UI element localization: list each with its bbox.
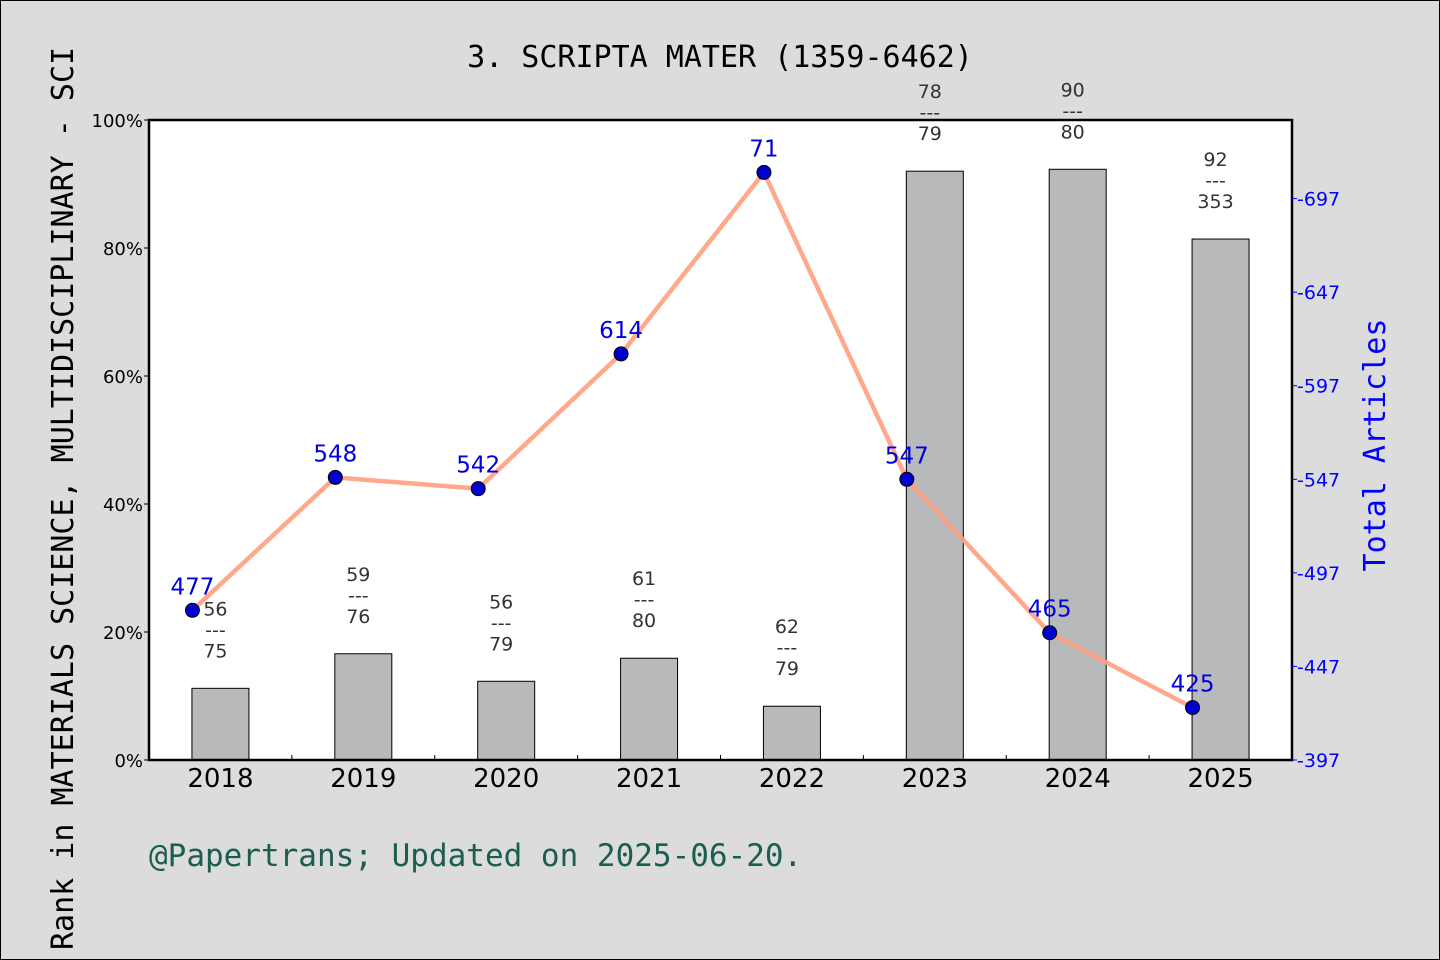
bar-divider-label: --- xyxy=(920,102,941,124)
y-axis-label: Rank in MATERIALS SCIENCE, MULTIDISCIPLI… xyxy=(46,47,81,950)
bar-2022 xyxy=(762,705,821,761)
y2-tick-label: -497 xyxy=(1297,563,1340,585)
y2-tick-label: -397 xyxy=(1297,750,1340,772)
bar-total-label: 79 xyxy=(918,123,942,145)
articles-point-2021 xyxy=(613,346,629,362)
bar-total-label: 80 xyxy=(1061,121,1085,143)
bar-rank-label: 59 xyxy=(346,564,370,586)
articles-point-2020 xyxy=(470,481,486,497)
bar-rank-label: 61 xyxy=(632,568,656,590)
articles-point-2022 xyxy=(756,164,772,180)
x-tick-label: 2022 xyxy=(759,764,825,794)
bar-divider-label: --- xyxy=(634,589,655,611)
chart-title: 3. SCRIPTA MATER (1359-6462) xyxy=(467,40,973,75)
articles-line xyxy=(190,168,1194,710)
y-tick-label: 20% xyxy=(103,623,143,644)
plot-area xyxy=(149,120,1292,760)
bar-divider-label: --- xyxy=(491,612,512,634)
articles-value-label: 71 xyxy=(749,136,778,162)
bar-rank-label: 78 xyxy=(918,81,942,103)
bar-2020 xyxy=(477,680,536,761)
bar-total-label: 75 xyxy=(203,640,227,662)
y2-tick-label: -647 xyxy=(1297,282,1340,304)
y-tick-label: 0% xyxy=(114,751,143,772)
bar-rank-label: 56 xyxy=(489,591,513,613)
bar-divider-label: --- xyxy=(1205,170,1226,192)
bar-rank-label: 90 xyxy=(1061,79,1085,101)
bar-2021 xyxy=(620,657,679,761)
bar-2019 xyxy=(334,653,393,761)
bar-divider-label: --- xyxy=(205,619,226,641)
bar-total-label: 353 xyxy=(1197,191,1233,213)
y-tick-label: 40% xyxy=(103,495,143,516)
bar-2025 xyxy=(1191,238,1250,761)
x-tick-label: 2024 xyxy=(1045,764,1111,794)
bar-2023 xyxy=(905,170,964,761)
articles-value-label: 465 xyxy=(1028,597,1072,623)
bar-2018 xyxy=(191,687,250,761)
bar-rank-label: 92 xyxy=(1203,149,1227,171)
articles-point-2024 xyxy=(1042,625,1058,641)
bar-rank-label: 62 xyxy=(775,616,799,638)
y-tick-label: 100% xyxy=(92,111,143,132)
x-tick-label: 2025 xyxy=(1187,764,1253,794)
bar-total-label: 79 xyxy=(775,658,799,680)
x-tick-label: 2020 xyxy=(473,764,539,794)
bar-divider-label: --- xyxy=(1062,100,1083,122)
bar-total-label: 79 xyxy=(489,633,513,655)
articles-point-2019 xyxy=(327,469,343,485)
bar-divider-label: --- xyxy=(777,637,798,659)
y2-axis-label: Total Articles xyxy=(1358,319,1393,572)
y2-tick-label: -597 xyxy=(1297,376,1340,398)
y2-tick-label: -547 xyxy=(1297,469,1340,491)
articles-value-label: 614 xyxy=(599,318,643,344)
articles-value-label: 548 xyxy=(313,441,357,467)
bar-total-label: 76 xyxy=(346,606,370,628)
y2-tick-label: -447 xyxy=(1297,656,1340,678)
x-tick-label: 2021 xyxy=(616,764,682,794)
x-tick-label: 2018 xyxy=(187,764,253,794)
articles-point-2023 xyxy=(899,471,915,487)
bar-2024 xyxy=(1048,168,1107,761)
articles-value-label: 542 xyxy=(456,453,500,479)
x-tick-label: 2023 xyxy=(902,764,968,794)
y-tick-label: 80% xyxy=(103,239,143,260)
bar-divider-label: --- xyxy=(348,585,369,607)
footer-credit: @Papertrans; Updated on 2025-06-20. xyxy=(149,838,802,874)
articles-point-2018 xyxy=(184,602,200,618)
bar-rank-label: 56 xyxy=(203,598,227,620)
articles-value-label: 425 xyxy=(1171,672,1215,698)
x-tick-label: 2019 xyxy=(330,764,396,794)
bar-total-label: 80 xyxy=(632,610,656,632)
articles-value-label: 547 xyxy=(885,443,929,469)
y-tick-label: 60% xyxy=(103,367,143,388)
articles-value-label: 477 xyxy=(170,574,214,600)
articles-point-2025 xyxy=(1185,700,1201,716)
y2-tick-label: -697 xyxy=(1297,189,1340,211)
